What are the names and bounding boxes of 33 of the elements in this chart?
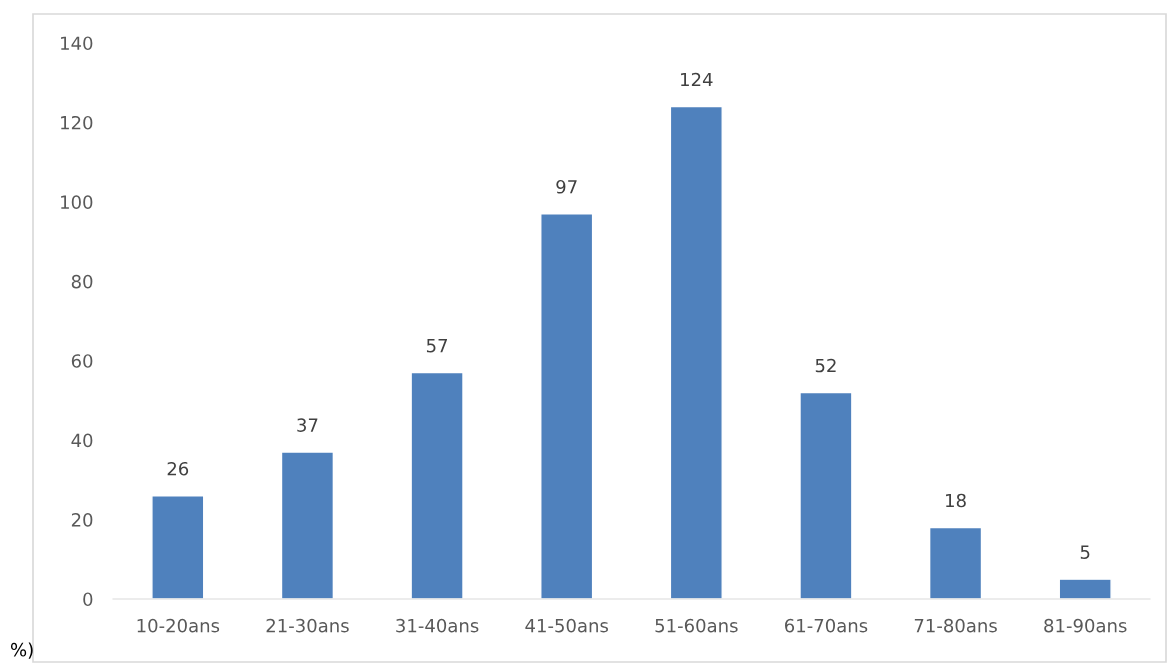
bar (928, 526, 983, 599)
y-tick-label: 0 (83, 592, 93, 607)
data-label: 52 (815, 358, 836, 373)
bar (410, 371, 464, 599)
data-label: 26 (167, 461, 189, 476)
data-label: 5 (1080, 545, 1090, 559)
data-label: 57 (426, 339, 448, 353)
y-tick-label: 80 (71, 274, 93, 289)
y-tick-label: 20 (71, 513, 93, 527)
x-tick-label: 61-70ans (785, 618, 868, 633)
bar (540, 213, 594, 599)
data-label: 124 (681, 72, 713, 87)
y-tick-label: 140 (61, 36, 93, 51)
x-tick-label: 10-20ans (137, 618, 220, 633)
x-tick-label: 41-50ans (525, 618, 608, 633)
x-tick-label: 51-60ans (655, 618, 738, 633)
x-tick-label: 31-40ans (396, 618, 479, 633)
data-label: 18 (946, 493, 966, 508)
text: %) (11, 642, 33, 659)
x-tick-label: 71-80ans (914, 618, 997, 633)
y-tick-label: 100 (61, 195, 93, 209)
bar (151, 495, 205, 599)
bar (669, 105, 723, 599)
bar (1058, 578, 1112, 599)
x-tick-label: 81-90ans (1044, 618, 1127, 633)
data-label: 37 (297, 418, 318, 432)
y-tick-label: 40 (71, 433, 93, 448)
y-tick-label: 120 (61, 115, 93, 130)
bar (799, 391, 853, 599)
bar (280, 451, 335, 599)
data-label: 97 (556, 179, 577, 194)
y-tick-label: 60 (71, 354, 93, 368)
x-tick-label: 21-30ans (266, 618, 349, 633)
